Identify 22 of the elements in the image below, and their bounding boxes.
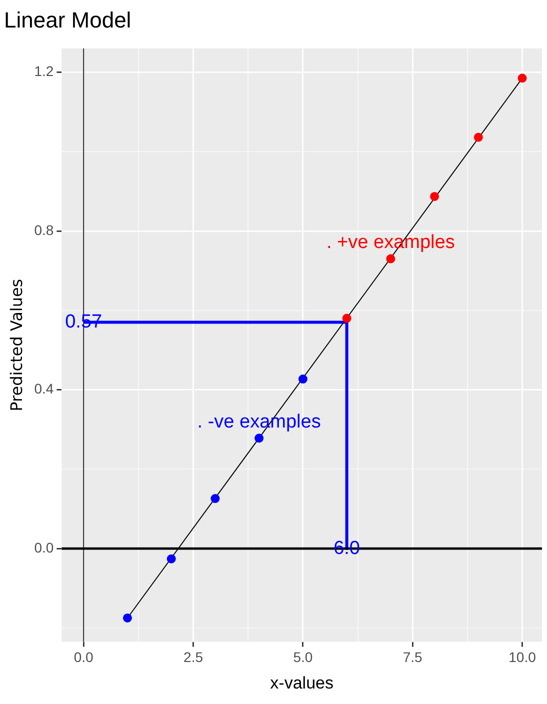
- x-tick-label: 2.5: [184, 649, 204, 666]
- point: [474, 132, 483, 142]
- x-axis-title: x-values: [270, 673, 334, 692]
- point: [298, 374, 308, 384]
- chart-title: Linear Model: [4, 7, 132, 32]
- point: [210, 494, 220, 504]
- x-tick-label: 7.5: [402, 649, 423, 666]
- y-tick-label: 1.2: [34, 63, 54, 80]
- point: [342, 314, 352, 323]
- point: [254, 434, 264, 443]
- point: [166, 554, 176, 564]
- x-tick-label: 10.0: [508, 649, 536, 666]
- y-axis-title: Predicted Values: [6, 278, 26, 412]
- x-tick-label: 5.0: [293, 649, 313, 666]
- y-tick-label: 0.4: [34, 380, 54, 397]
- y-tick-label: 0.0: [34, 539, 54, 556]
- point: [430, 192, 440, 201]
- y-tick-label: 0.8: [34, 222, 54, 238]
- point: [386, 254, 396, 264]
- point: [518, 74, 527, 83]
- point: [122, 613, 132, 622]
- x-tick-label: 0.0: [74, 649, 94, 666]
